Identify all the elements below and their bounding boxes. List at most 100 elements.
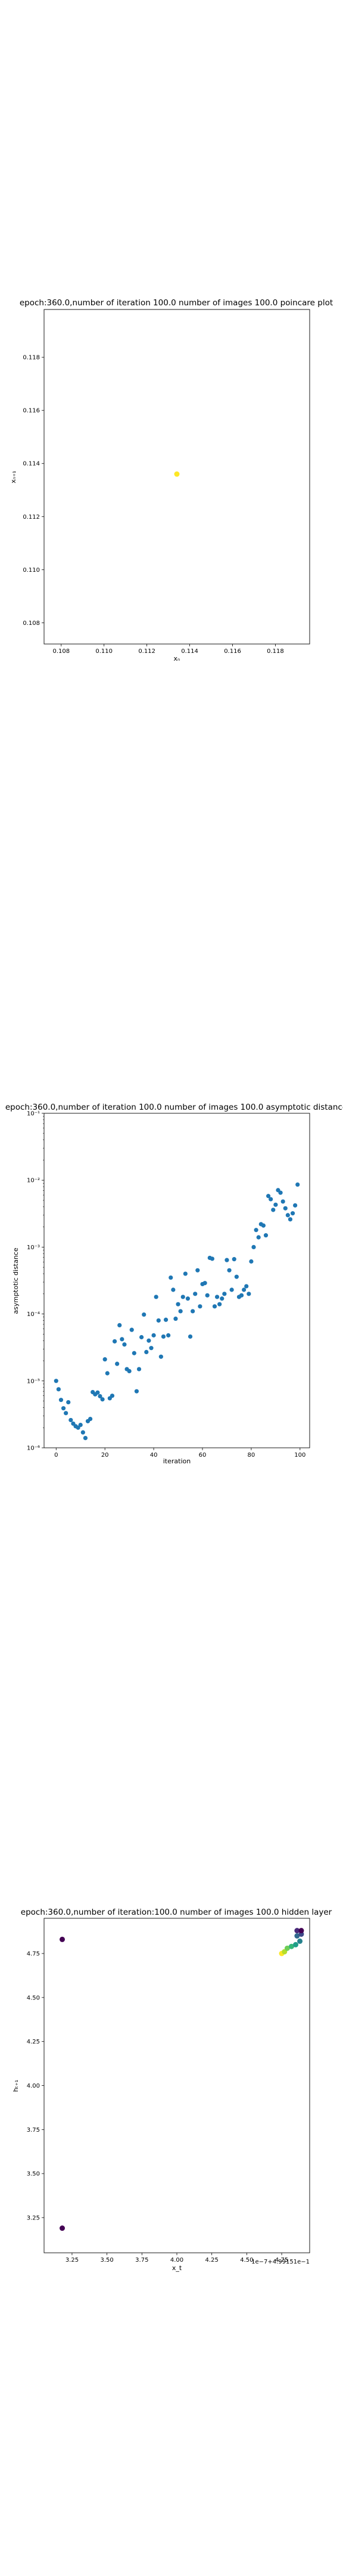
data-point: [227, 1268, 232, 1272]
y-tick-label: 10⁻³: [27, 1244, 40, 1251]
data-point: [68, 1417, 73, 1423]
data-point: [110, 1394, 115, 1398]
y-tick-label: 0.116: [23, 408, 40, 414]
data-point: [234, 1274, 239, 1279]
data-point: [224, 1258, 229, 1262]
hidden-layer-chart: epoch:360.0,number of iteration:100.0 nu…: [12, 1908, 332, 2272]
y-tick-label: 4.75: [27, 1951, 40, 1958]
data-point: [212, 1304, 217, 1309]
data-point: [80, 1430, 85, 1435]
data-point: [98, 1394, 102, 1399]
data-point: [242, 1287, 247, 1292]
hidden-layer-offset-text: 1e−7+4.99151e−1: [251, 2259, 310, 2265]
y-tick-label: 4.25: [27, 2039, 40, 2045]
data-point: [202, 1281, 207, 1286]
data-point: [183, 1271, 188, 1276]
data-point: [232, 1257, 236, 1262]
x-tick-label: 0.118: [267, 648, 284, 655]
data-point: [222, 1292, 227, 1296]
x-tick-label: 0.114: [181, 648, 198, 655]
y-tick-label: 10⁻⁵: [27, 1378, 40, 1385]
data-point: [60, 1936, 66, 1942]
x-tick-label: 4.75: [275, 2257, 288, 2264]
data-point: [58, 1398, 64, 1402]
asymptotic-plot-frame: [43, 1113, 310, 1448]
data-point: [285, 1213, 290, 1218]
data-point: [298, 1928, 304, 1934]
asymptotic-points: [54, 1182, 300, 1441]
data-point: [271, 1208, 276, 1212]
data-point: [247, 1292, 251, 1296]
data-point: [122, 1342, 127, 1347]
data-point: [185, 1296, 191, 1301]
poincare-y-label: xₙ₊₁: [10, 470, 17, 483]
data-point: [180, 1295, 185, 1299]
data-point: [88, 1417, 93, 1422]
data-point: [217, 1302, 222, 1306]
data-point: [266, 1194, 271, 1199]
data-point: [61, 1406, 66, 1411]
data-point: [210, 1256, 214, 1261]
hidden-layer-plot-frame: [43, 1918, 310, 2253]
hidden-layer-title: epoch:360.0,number of iteration:100.0 nu…: [21, 1908, 332, 1917]
data-point: [132, 1351, 136, 1355]
x-tick-label: 100: [294, 1452, 305, 1459]
data-point: [144, 1349, 149, 1355]
asymptotic-title: epoch:360.0,number of iteration 100.0 nu…: [5, 1103, 343, 1112]
y-tick-label: 3.25: [27, 2215, 40, 2221]
data-point: [66, 1400, 71, 1405]
y-tick-label: 0.118: [23, 355, 40, 361]
hidden-layer-x-ticks: 3.25 3.50 3.75 4.00 4.25 4.50 4.75: [66, 2253, 288, 2264]
x-tick-label: 0.112: [138, 648, 155, 655]
data-point: [163, 1317, 169, 1322]
x-tick-label: 3.50: [100, 2257, 113, 2264]
data-point: [284, 1945, 290, 1951]
data-point: [127, 1368, 132, 1374]
data-point: [154, 1295, 158, 1299]
data-point: [139, 1335, 144, 1340]
x-tick-label: 60: [199, 1452, 207, 1459]
data-point: [142, 1312, 146, 1317]
data-point: [173, 1316, 178, 1321]
data-point: [263, 1233, 269, 1238]
data-point: [115, 1361, 120, 1366]
y-tick-label: 4.50: [27, 1995, 40, 2001]
data-point: [294, 1928, 300, 1934]
data-point: [95, 1390, 100, 1395]
poincare-y-ticks: 0.108 0.110 0.112 0.114 0.116 0.118: [23, 355, 44, 627]
hidden-layer-y-ticks: 3.25 3.50 3.75 4.00 4.25 4.50 4.75: [27, 1951, 44, 2221]
data-point: [278, 1190, 283, 1195]
poincare-x-ticks: 0.108 0.110 0.112 0.114 0.116 0.118: [52, 644, 284, 655]
data-point: [136, 1367, 142, 1371]
x-tick-label: 3.25: [66, 2257, 79, 2264]
x-tick-label: 20: [101, 1452, 109, 1459]
data-point: [288, 1217, 293, 1222]
data-point: [102, 1357, 107, 1362]
hidden-layer-x-label: x_t: [172, 2264, 182, 2272]
data-point: [293, 1203, 298, 1208]
data-point: [251, 1244, 256, 1249]
y-tick-label: 0.114: [23, 461, 40, 467]
data-point: [214, 1295, 220, 1299]
x-tick-label: 4.50: [240, 2257, 253, 2264]
poincare-title: epoch:360.0,number of iteration 100.0 nu…: [20, 298, 333, 308]
data-point: [283, 1206, 288, 1210]
data-point: [105, 1371, 110, 1376]
poincare-chart: epoch:360.0,number of iteration 100.0 nu…: [10, 298, 333, 662]
x-tick-label: 4.25: [205, 2257, 219, 2264]
data-point: [297, 1938, 303, 1944]
x-tick-label: 0.110: [95, 648, 113, 655]
data-point: [191, 1309, 195, 1314]
data-point: [78, 1422, 83, 1428]
y-tick-label: 4.00: [27, 2083, 40, 2089]
data-point: [129, 1327, 134, 1332]
asymptotic-y-label: asymptotic distance: [12, 1247, 20, 1314]
data-point: [273, 1202, 278, 1207]
data-point: [76, 1425, 80, 1430]
data-point: [169, 1275, 173, 1280]
y-tick-label: 10⁻⁶: [27, 1445, 40, 1452]
data-point: [290, 1211, 295, 1216]
data-point: [176, 1302, 180, 1306]
asymptotic-x-label: iteration: [163, 1457, 191, 1465]
data-point: [261, 1223, 266, 1228]
